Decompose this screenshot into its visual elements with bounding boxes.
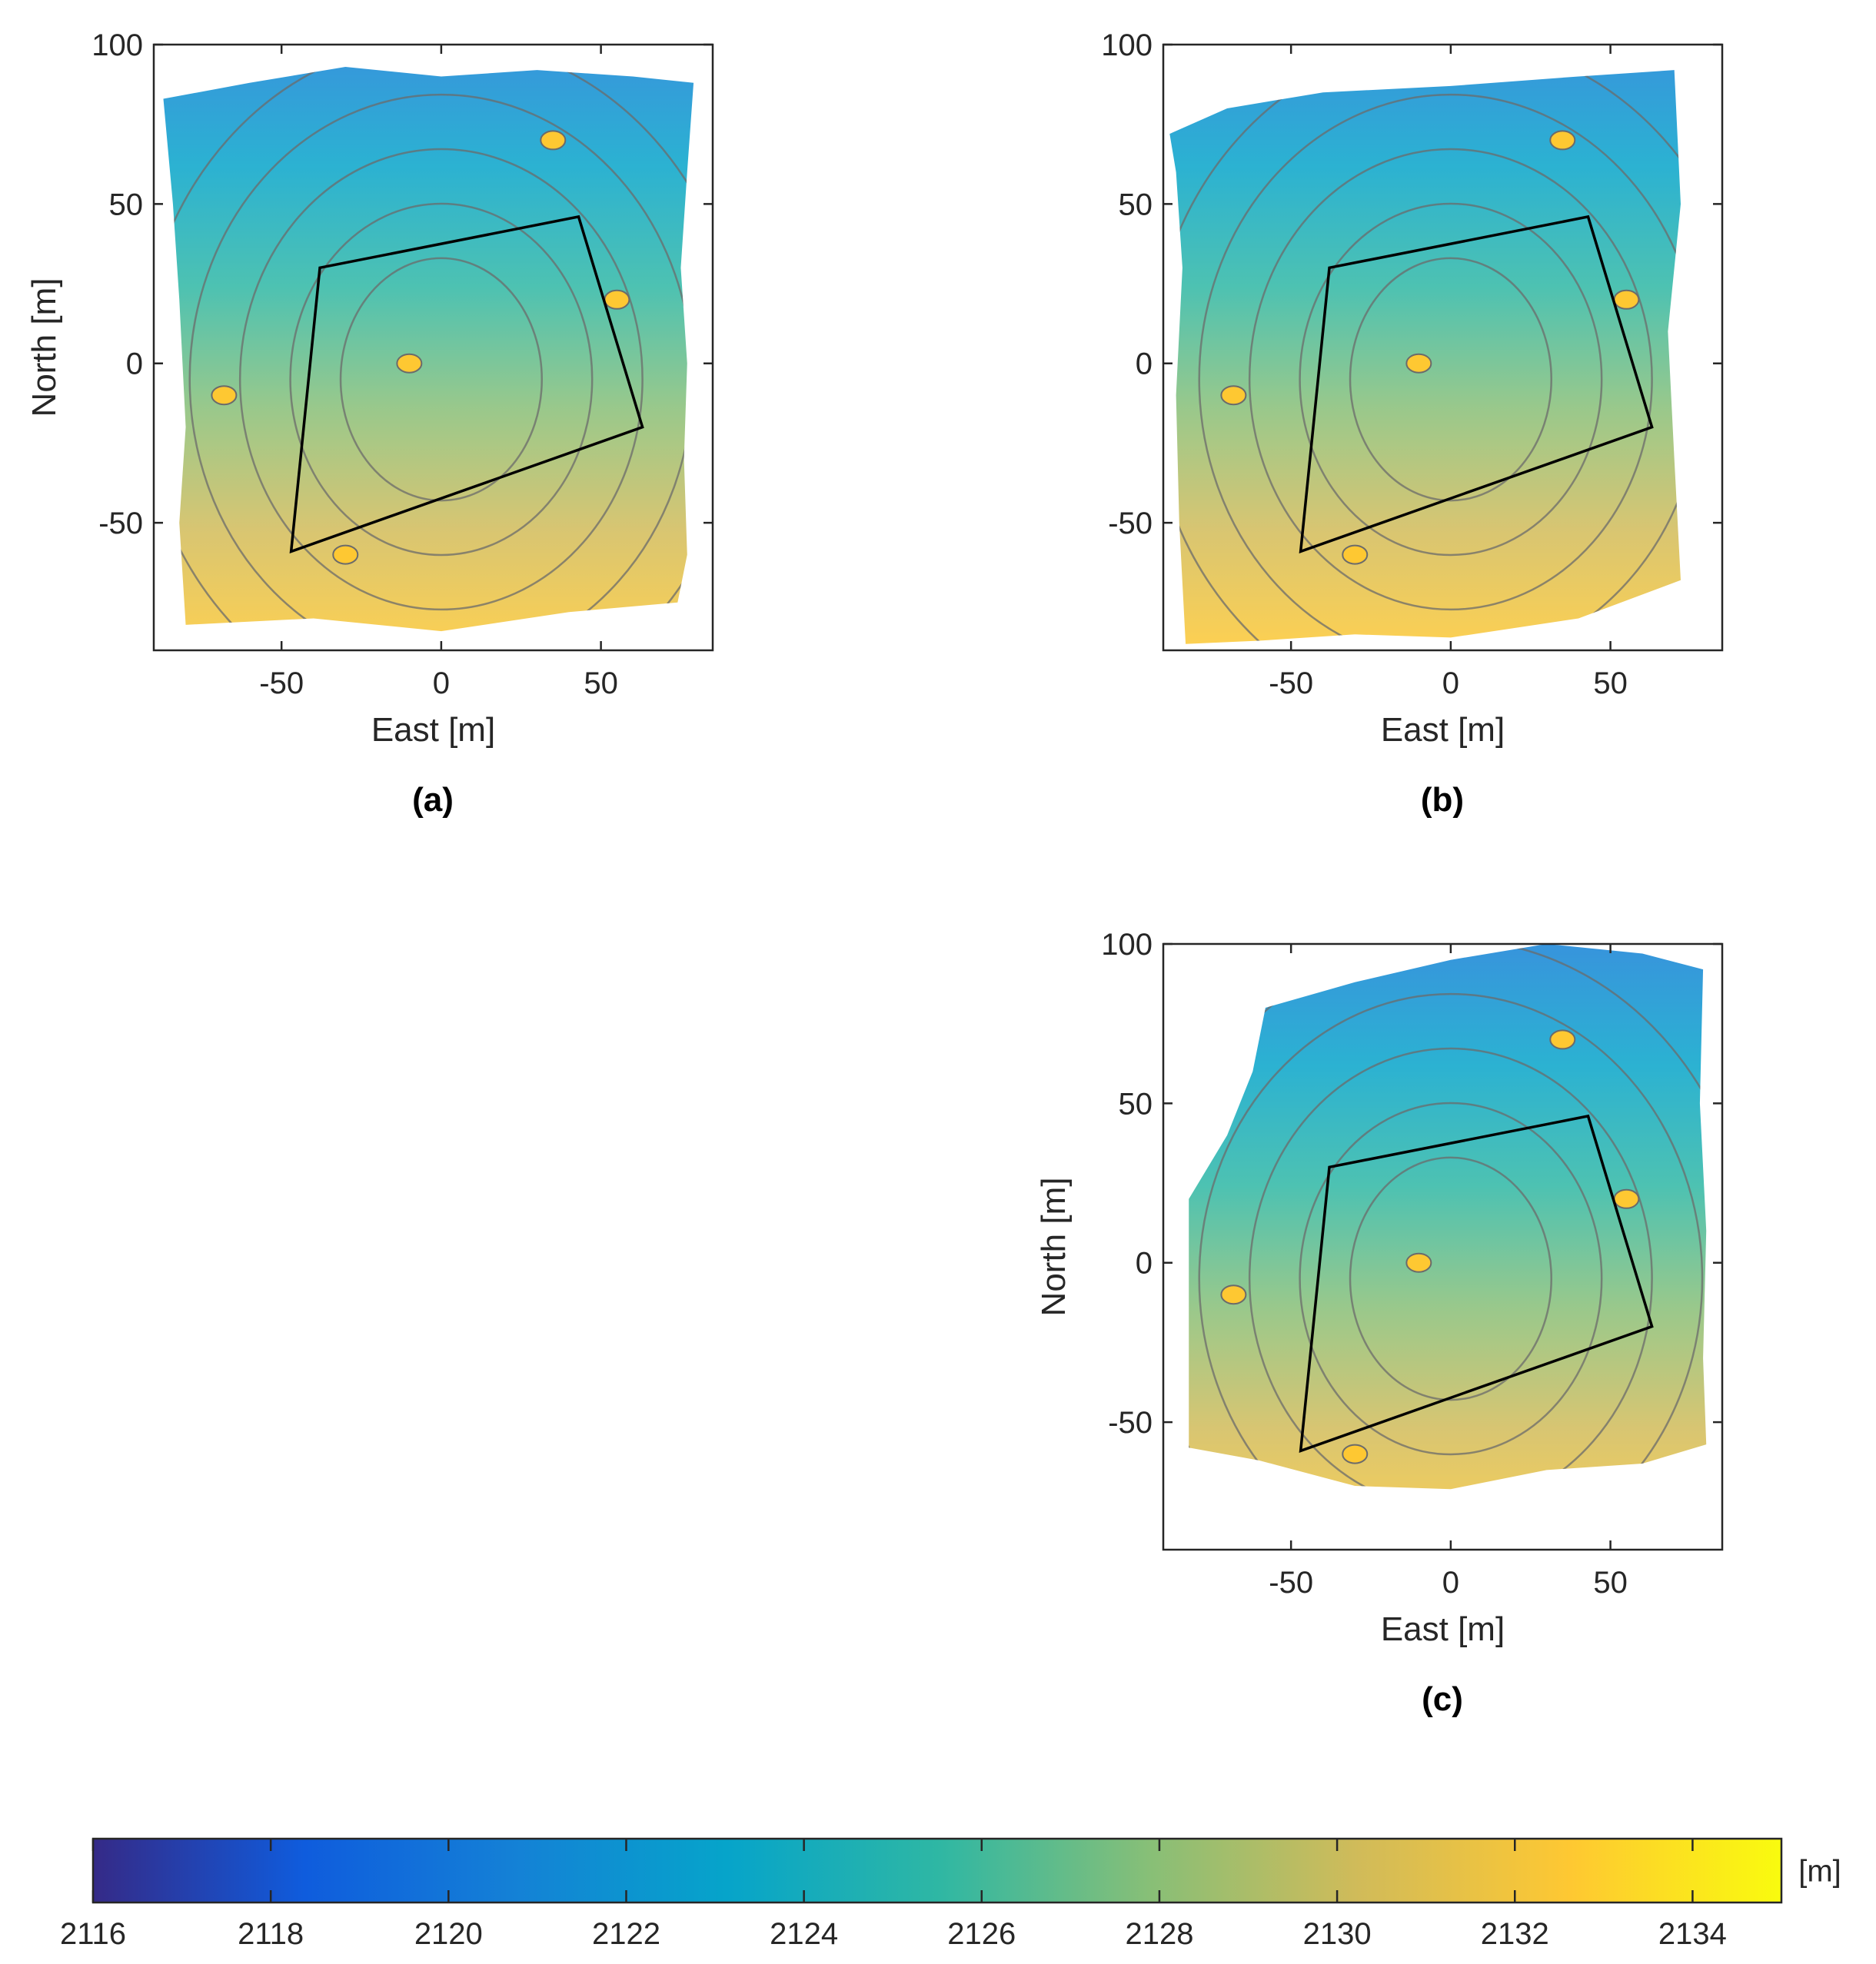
x-axis-label: East [m]: [1381, 1610, 1505, 1648]
elevation-mound: [1613, 289, 1640, 310]
contour-line: [1349, 257, 1552, 502]
x-tick-label: -50: [1269, 666, 1313, 700]
y-tick-label: 0: [126, 347, 143, 381]
elevation-mound: [540, 130, 567, 151]
y-tick-label: 100: [1101, 928, 1153, 962]
panel-b: -50 0 50 -50 0 50 100 East [m] (b): [1101, 28, 1724, 819]
axes-box: [1162, 942, 1724, 1551]
colorbar-tick-label: 2134: [1658, 1917, 1727, 1951]
contour-line: [1198, 992, 1704, 1490]
elevation-mound: [1549, 130, 1576, 151]
x-tick-label: 50: [1593, 666, 1628, 700]
contour-line: [238, 148, 644, 611]
colorbar-frame: [91, 1837, 1783, 1904]
colorbar-tick-label: 2120: [414, 1917, 483, 1951]
elevation-mound: [1220, 1284, 1247, 1305]
y-axis-label: North [m]: [1035, 1178, 1073, 1317]
colorbar-tick-label: 2124: [770, 1917, 838, 1951]
y-tick-label: 100: [1101, 28, 1153, 62]
axes-box: [152, 43, 714, 652]
panel-label: (b): [1421, 781, 1464, 819]
elevation-surface: [1189, 944, 1707, 1490]
colorbar-tick-label: 2116: [60, 1917, 126, 1951]
elevation-mound: [1613, 1188, 1640, 1209]
panels: -50 0 50 -50 0 50 100 East [m] North [m] (a) -50 0 5…: [25, 28, 1724, 1718]
x-tick-label: 0: [1442, 666, 1459, 700]
elevation-mound: [396, 353, 423, 374]
elevation-map: [1189, 944, 1707, 1490]
elevation-mound: [1342, 1444, 1369, 1464]
contour-line: [1248, 148, 1653, 611]
y-tick-label: 0: [1136, 1247, 1153, 1281]
elevation-mound: [1405, 353, 1432, 374]
y-tick-label: 100: [91, 28, 143, 62]
y-tick-label: 0: [1136, 347, 1153, 381]
contour-line: [1198, 93, 1681, 644]
contour-line: [1349, 1156, 1552, 1401]
contour-line: [339, 257, 543, 502]
colorbar-tick-label: 2118: [238, 1917, 304, 1951]
colorbar-tick-label: 2128: [1125, 1917, 1193, 1951]
colorbar-tick-label: 2122: [592, 1917, 660, 1951]
colorbar-unit-label: [m]: [1798, 1855, 1841, 1889]
axes-box: [1162, 43, 1724, 652]
study-area-outline: [1299, 1114, 1654, 1454]
colorbar-gradient: [93, 1839, 1781, 1903]
elevation-mound: [604, 289, 630, 310]
colorbar-tick-label: 2132: [1481, 1917, 1549, 1951]
y-tick-label: 50: [1119, 188, 1153, 221]
y-axis-label: North [m]: [25, 278, 63, 417]
x-tick-label: 50: [584, 666, 618, 700]
panel-a: -50 0 50 -50 0 50 100 East [m] North [m] (a): [25, 28, 714, 819]
y-tick-label: 50: [1119, 1087, 1153, 1121]
y-tick-label: -50: [1108, 507, 1153, 540]
x-tick-label: -50: [259, 666, 304, 700]
elevation-map: [163, 67, 694, 632]
elevation-mound: [1549, 1029, 1576, 1050]
elevation-mound: [1220, 385, 1247, 406]
elevation-mound: [211, 385, 238, 406]
elevation-map: [1169, 70, 1681, 644]
panel-label: (a): [412, 781, 454, 819]
panel-c: -50 0 50 -50 0 50 100 East [m] North [m] (c): [1035, 928, 1724, 1718]
x-tick-label: 0: [1442, 1566, 1459, 1600]
x-tick-label: -50: [1269, 1566, 1313, 1600]
contour-line: [289, 202, 594, 557]
colorbar: 2116 2118 2120 2122 2124 2126 2128 2130 2132 2134…: [60, 1837, 1841, 1951]
colorbar-tick-label: 2130: [1303, 1917, 1372, 1951]
x-axis-label: East [m]: [371, 711, 495, 749]
x-tick-label: 50: [1593, 1566, 1628, 1600]
elevation-mound: [1405, 1252, 1432, 1273]
contour-line: [1248, 1047, 1653, 1490]
y-tick-label: -50: [98, 507, 143, 540]
elevation-mound: [1342, 544, 1369, 565]
x-axis-label: East [m]: [1381, 711, 1505, 749]
x-tick-label: 0: [433, 666, 450, 700]
y-tick-label: -50: [1108, 1406, 1153, 1440]
elevation-surface: [163, 67, 694, 632]
study-area-outline: [289, 214, 644, 554]
colorbar-tick-label: 2126: [947, 1917, 1016, 1951]
contour-line: [1299, 1102, 1603, 1456]
elevation-surface: [1169, 70, 1681, 644]
contour-line: [1299, 202, 1603, 557]
y-tick-label: 50: [109, 188, 144, 221]
elevation-mound: [332, 544, 359, 565]
study-area-outline: [1299, 214, 1654, 554]
panel-label: (c): [1422, 1680, 1463, 1718]
